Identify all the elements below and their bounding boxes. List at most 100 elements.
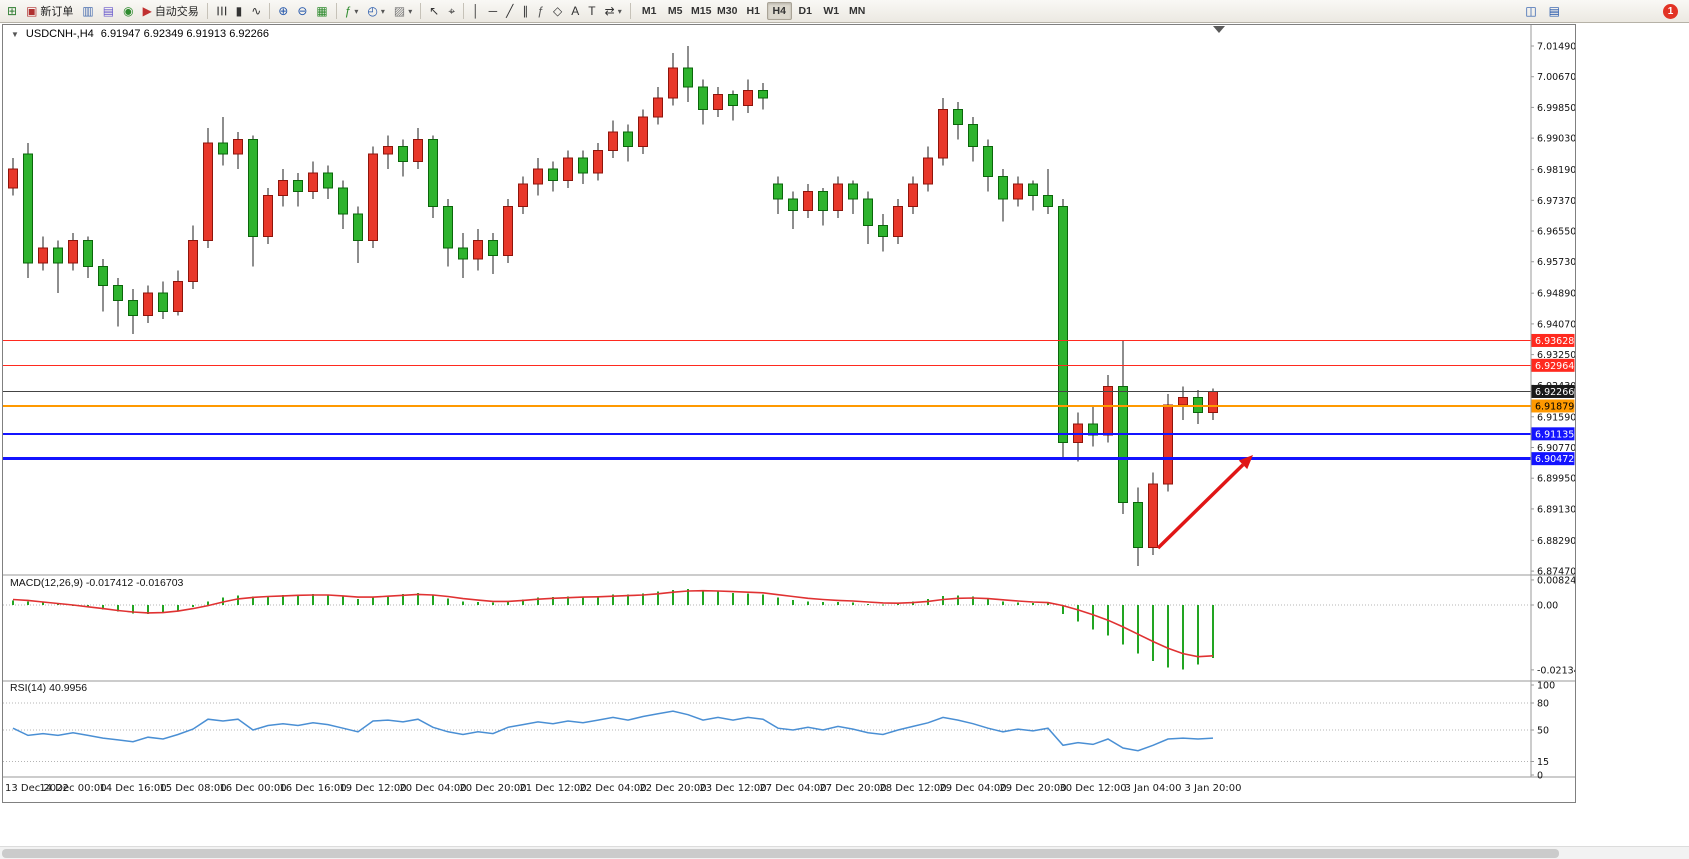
toolbar-separator bbox=[463, 3, 465, 19]
candlestick-type-icon: ▮ bbox=[235, 4, 243, 18]
timeframe-w1-button[interactable]: W1 bbox=[819, 2, 844, 20]
svg-text:16 Dec 16:00: 16 Dec 16:00 bbox=[279, 783, 346, 794]
cursor-button[interactable]: ↖ bbox=[425, 2, 443, 21]
timeframe-d1-button[interactable]: D1 bbox=[793, 2, 818, 20]
svg-text:6.89130: 6.89130 bbox=[1537, 504, 1575, 515]
chart-ohlc-values: 6.91947 6.92349 6.91913 6.92266 bbox=[100, 28, 269, 40]
timeframe-mn-button[interactable]: MN bbox=[845, 2, 870, 20]
svg-text:23 Dec 12:00: 23 Dec 12:00 bbox=[699, 783, 766, 794]
zoom-out-button[interactable]: ⊖ bbox=[293, 2, 311, 21]
strategy-button[interactable]: ◉ bbox=[119, 2, 137, 21]
shapes-icon: ◇ bbox=[553, 4, 563, 18]
svg-text:22 Dec 04:00: 22 Dec 04:00 bbox=[579, 783, 646, 794]
window-list-button[interactable]: ◫ bbox=[1521, 2, 1540, 21]
svg-text:6.90472: 6.90472 bbox=[1535, 454, 1574, 465]
tile-windows-button[interactable]: ▦ bbox=[312, 2, 331, 21]
text-label-button[interactable]: T bbox=[584, 2, 599, 21]
auto-trading-button[interactable]: ▶ 自动交易 bbox=[139, 2, 203, 21]
trendline-icon: ╱ bbox=[506, 4, 514, 18]
toolbar-options-icon: ▤ bbox=[1548, 4, 1560, 18]
workspace: 7.01490 7.00670 6.99850 6.99030 6.98190 6.973… bbox=[0, 23, 1689, 859]
bar-chart-type-button[interactable]: ☰ bbox=[212, 2, 231, 21]
profiles-icon: ▤ bbox=[102, 4, 115, 18]
svg-text:30 Dec 12:00: 30 Dec 12:00 bbox=[1059, 783, 1126, 794]
svg-text:22 Dec 20:00: 22 Dec 20:00 bbox=[639, 783, 706, 794]
svg-text:6.89950: 6.89950 bbox=[1537, 474, 1575, 485]
zoom-out-icon: ⊖ bbox=[297, 4, 308, 18]
svg-text:0.00: 0.00 bbox=[1537, 601, 1558, 612]
fibonacci-button[interactable]: ƒ bbox=[533, 2, 548, 21]
toolbar-separator bbox=[206, 3, 208, 19]
chevron-down-icon: ▾ bbox=[354, 6, 359, 16]
profiles-button[interactable]: ▤ bbox=[99, 2, 118, 21]
auto-trading-button-label: 自动交易 bbox=[154, 6, 199, 18]
svg-text:0.008246: 0.008246 bbox=[1537, 575, 1575, 586]
line-chart-type-button[interactable]: ∿ bbox=[247, 2, 265, 21]
chart-canvas[interactable]: 7.01490 7.00670 6.99850 6.99030 6.98190 6.973… bbox=[3, 25, 1586, 802]
macd-values: -0.017412 -0.016703 bbox=[85, 577, 184, 589]
shapes-button[interactable]: ◇ bbox=[549, 2, 566, 21]
new-order-icon: ▣ bbox=[26, 4, 38, 18]
toolbar-separator bbox=[629, 3, 631, 19]
indicators-button[interactable]: ƒ ▾ bbox=[341, 2, 363, 21]
svg-text:20 Dec 20:00: 20 Dec 20:00 bbox=[459, 783, 526, 794]
chevron-down-icon: ▾ bbox=[408, 6, 413, 16]
svg-text:13 Dec 2022: 13 Dec 2022 bbox=[5, 783, 69, 794]
svg-text:3 Jan 20:00: 3 Jan 20:00 bbox=[1185, 783, 1242, 794]
periods-button[interactable]: ◴ ▾ bbox=[363, 2, 389, 21]
timeframe-m5-button[interactable]: M5 bbox=[663, 2, 688, 20]
toolbar-right-group: ◫ ▤ 1 bbox=[1521, 2, 1686, 21]
arrows-button[interactable]: ⇄ ▾ bbox=[601, 2, 626, 21]
strategy-icon: ◉ bbox=[123, 4, 134, 18]
svg-text:3 Jan 04:00: 3 Jan 04:00 bbox=[1125, 783, 1182, 794]
timeframe-m15-button[interactable]: M15 bbox=[689, 2, 714, 20]
macd-name: MACD(12,26,9) bbox=[10, 577, 83, 589]
fibonacci-icon: ƒ bbox=[537, 4, 545, 18]
cursor-icon: ↖ bbox=[429, 4, 440, 18]
templates-button[interactable]: ▨ ▾ bbox=[390, 2, 416, 21]
toolbar-separator bbox=[269, 3, 271, 19]
svg-text:6.87470: 6.87470 bbox=[1537, 567, 1575, 578]
text-button[interactable]: A bbox=[567, 2, 583, 21]
svg-text:6.88290: 6.88290 bbox=[1537, 536, 1575, 547]
new-order-button[interactable]: ▣ 新订单 bbox=[22, 2, 77, 21]
trendline-button[interactable]: ╱ bbox=[502, 2, 517, 21]
chart-layout-icon: ▥ bbox=[82, 4, 94, 18]
vertical-line-icon: │ bbox=[472, 4, 480, 18]
macd-label: MACD(12,26,9) -0.017412 -0.016703 bbox=[8, 577, 186, 589]
rsi-label: RSI(14) 40.9956 bbox=[8, 682, 90, 694]
chart-layout-button[interactable]: ▥ bbox=[78, 2, 97, 21]
horizontal-line-icon: ─ bbox=[488, 4, 498, 18]
bar-chart-type-icon: ☰ bbox=[214, 5, 229, 17]
svg-text:6.93628: 6.93628 bbox=[1535, 336, 1574, 347]
candlestick-type-button[interactable]: ▮ bbox=[232, 2, 247, 21]
timeframe-m1-button[interactable]: M1 bbox=[637, 2, 662, 20]
notification-badge[interactable]: 1 bbox=[1663, 3, 1678, 19]
svg-text:7.00670: 7.00670 bbox=[1537, 72, 1575, 83]
svg-text:7.01490: 7.01490 bbox=[1537, 42, 1575, 53]
svg-text:80: 80 bbox=[1537, 699, 1549, 710]
chart-window: 7.01490 7.00670 6.99850 6.99030 6.98190 6.973… bbox=[2, 24, 1586, 803]
toolbar-options-button[interactable]: ▤ bbox=[1545, 2, 1564, 21]
auto-trading-icon: ▶ bbox=[142, 4, 152, 18]
timeframe-m30-button[interactable]: M30 bbox=[715, 2, 740, 20]
scrollbar-thumb[interactable] bbox=[2, 849, 1559, 858]
horizontal-scrollbar[interactable] bbox=[0, 846, 1689, 859]
svg-text:6.96550: 6.96550 bbox=[1537, 227, 1575, 238]
vertical-line-button[interactable]: │ bbox=[468, 2, 484, 21]
svg-text:100: 100 bbox=[1537, 681, 1555, 692]
horizontal-line-button[interactable]: ─ bbox=[485, 2, 502, 21]
timeframe-h4-button[interactable]: H4 bbox=[766, 2, 792, 20]
new-chart-button[interactable]: ⊞ bbox=[3, 2, 21, 21]
chart-title-row: ▼ USDCNH-,H4 6.91947 6.92349 6.91913 6.9… bbox=[8, 28, 272, 40]
svg-text:6.93250: 6.93250 bbox=[1537, 350, 1575, 361]
svg-text:6.91879: 6.91879 bbox=[1535, 401, 1574, 412]
timeframe-h1-button[interactable]: H1 bbox=[741, 2, 766, 20]
zoom-in-button[interactable]: ⊕ bbox=[274, 2, 292, 21]
channel-button[interactable]: ∥ bbox=[518, 2, 532, 21]
zoom-in-icon: ⊕ bbox=[278, 4, 289, 18]
crosshair-button[interactable]: ⌖ bbox=[444, 2, 459, 21]
svg-text:27 Dec 04:00: 27 Dec 04:00 bbox=[759, 783, 826, 794]
one-click-trading-toggle[interactable]: ▼ bbox=[11, 29, 19, 39]
